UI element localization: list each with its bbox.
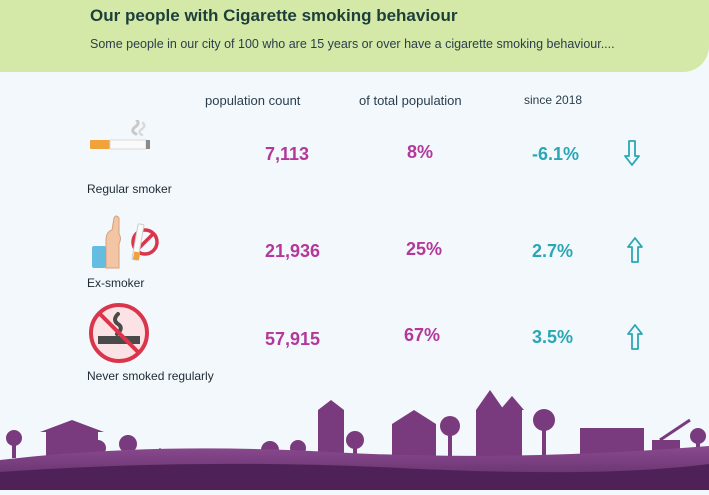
row-label-ex-smoker: Ex-smoker [87,276,145,290]
column-header-share: of total population [359,93,462,108]
change-regular-smoker: -6.1% [532,144,580,164]
page-subtitle: Some people in our city of 100 who are 1… [90,37,615,51]
city-skyline-illustration [0,380,709,490]
change-ex-smoker: 2.7% [532,241,574,261]
share-never-smoked: 67% [404,325,441,345]
refuse-cigarette-hand-icon [88,214,160,275]
page-title: Our people with Cigarette smoking behavi… [90,6,458,25]
row-label-regular-smoker: Regular smoker [87,182,172,196]
change-never-smoked: 3.5% [532,327,574,347]
share-regular-smoker: 8% [407,142,434,162]
count-regular-smoker: 7,113 [265,144,310,164]
column-header-count: population count [205,93,301,108]
header-banner: Our people with Cigarette smoking behavi… [0,0,709,72]
arrow-up-icon [627,323,643,356]
count-ex-smoker: 21,936 [265,241,321,261]
count-never-smoked: 57,915 [265,329,321,349]
arrow-up-icon [627,236,643,269]
cigarette-icon [86,118,156,161]
arrow-down-icon [624,139,640,172]
share-ex-smoker: 25% [406,239,443,259]
no-smoking-icon [86,302,152,369]
column-header-change: since 2018 [524,93,583,107]
row-label-never-smoked: Never smoked regularly [87,369,214,383]
